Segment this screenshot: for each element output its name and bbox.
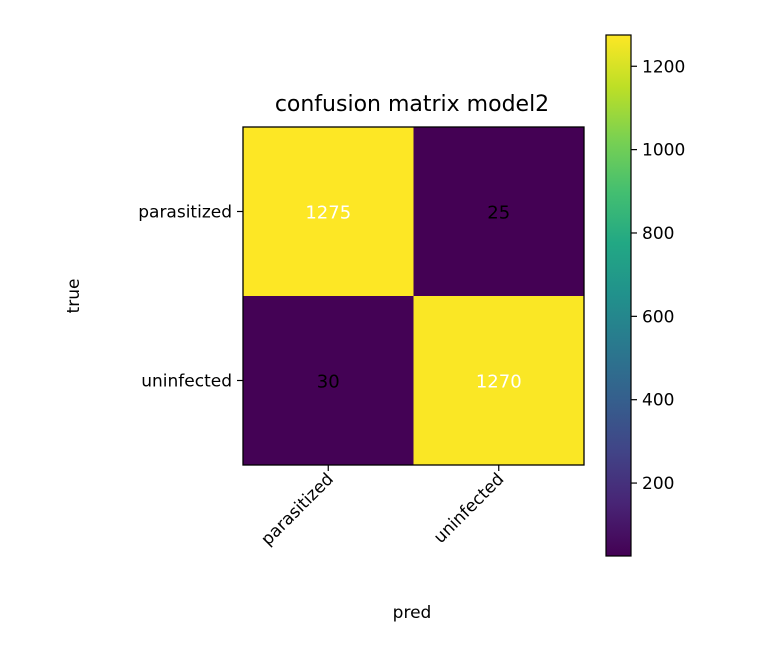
cell-annotations: 1275 25 30 1270 — [305, 203, 521, 393]
cell-value-label: 1270 — [476, 372, 522, 393]
y-tick-label: uninfected — [141, 372, 232, 392]
heatmap-cell — [413, 127, 585, 297]
plot-frame — [242, 126, 585, 466]
colorbar-tick-label: 200 — [642, 474, 674, 494]
heatmap-cells — [243, 127, 585, 466]
cell-value-label: 30 — [317, 372, 340, 393]
colorbar-tick-label: 400 — [642, 391, 674, 411]
heatmap-cell — [413, 296, 585, 466]
cell-value-label: 25 — [487, 203, 510, 224]
y-axis-label: true — [64, 279, 84, 314]
chart-title: confusion matrix model2 — [275, 92, 549, 117]
x-axis-label: pred — [393, 603, 432, 623]
cell-value-label: 1275 — [305, 203, 351, 224]
colorbar-tick-label: 1000 — [642, 141, 685, 161]
colorbar-gradient — [605, 34, 632, 557]
colorbar-tick-label: 600 — [642, 307, 674, 327]
colorbar-tick-label: 800 — [642, 224, 674, 244]
colorbar: 200 400 600 800 1000 1200 — [605, 34, 685, 557]
heatmap-cell — [243, 296, 414, 466]
heatmap-cell — [243, 127, 414, 297]
colorbar-tick-label: 1200 — [642, 57, 685, 77]
y-tick-label: parasitized — [138, 203, 232, 223]
